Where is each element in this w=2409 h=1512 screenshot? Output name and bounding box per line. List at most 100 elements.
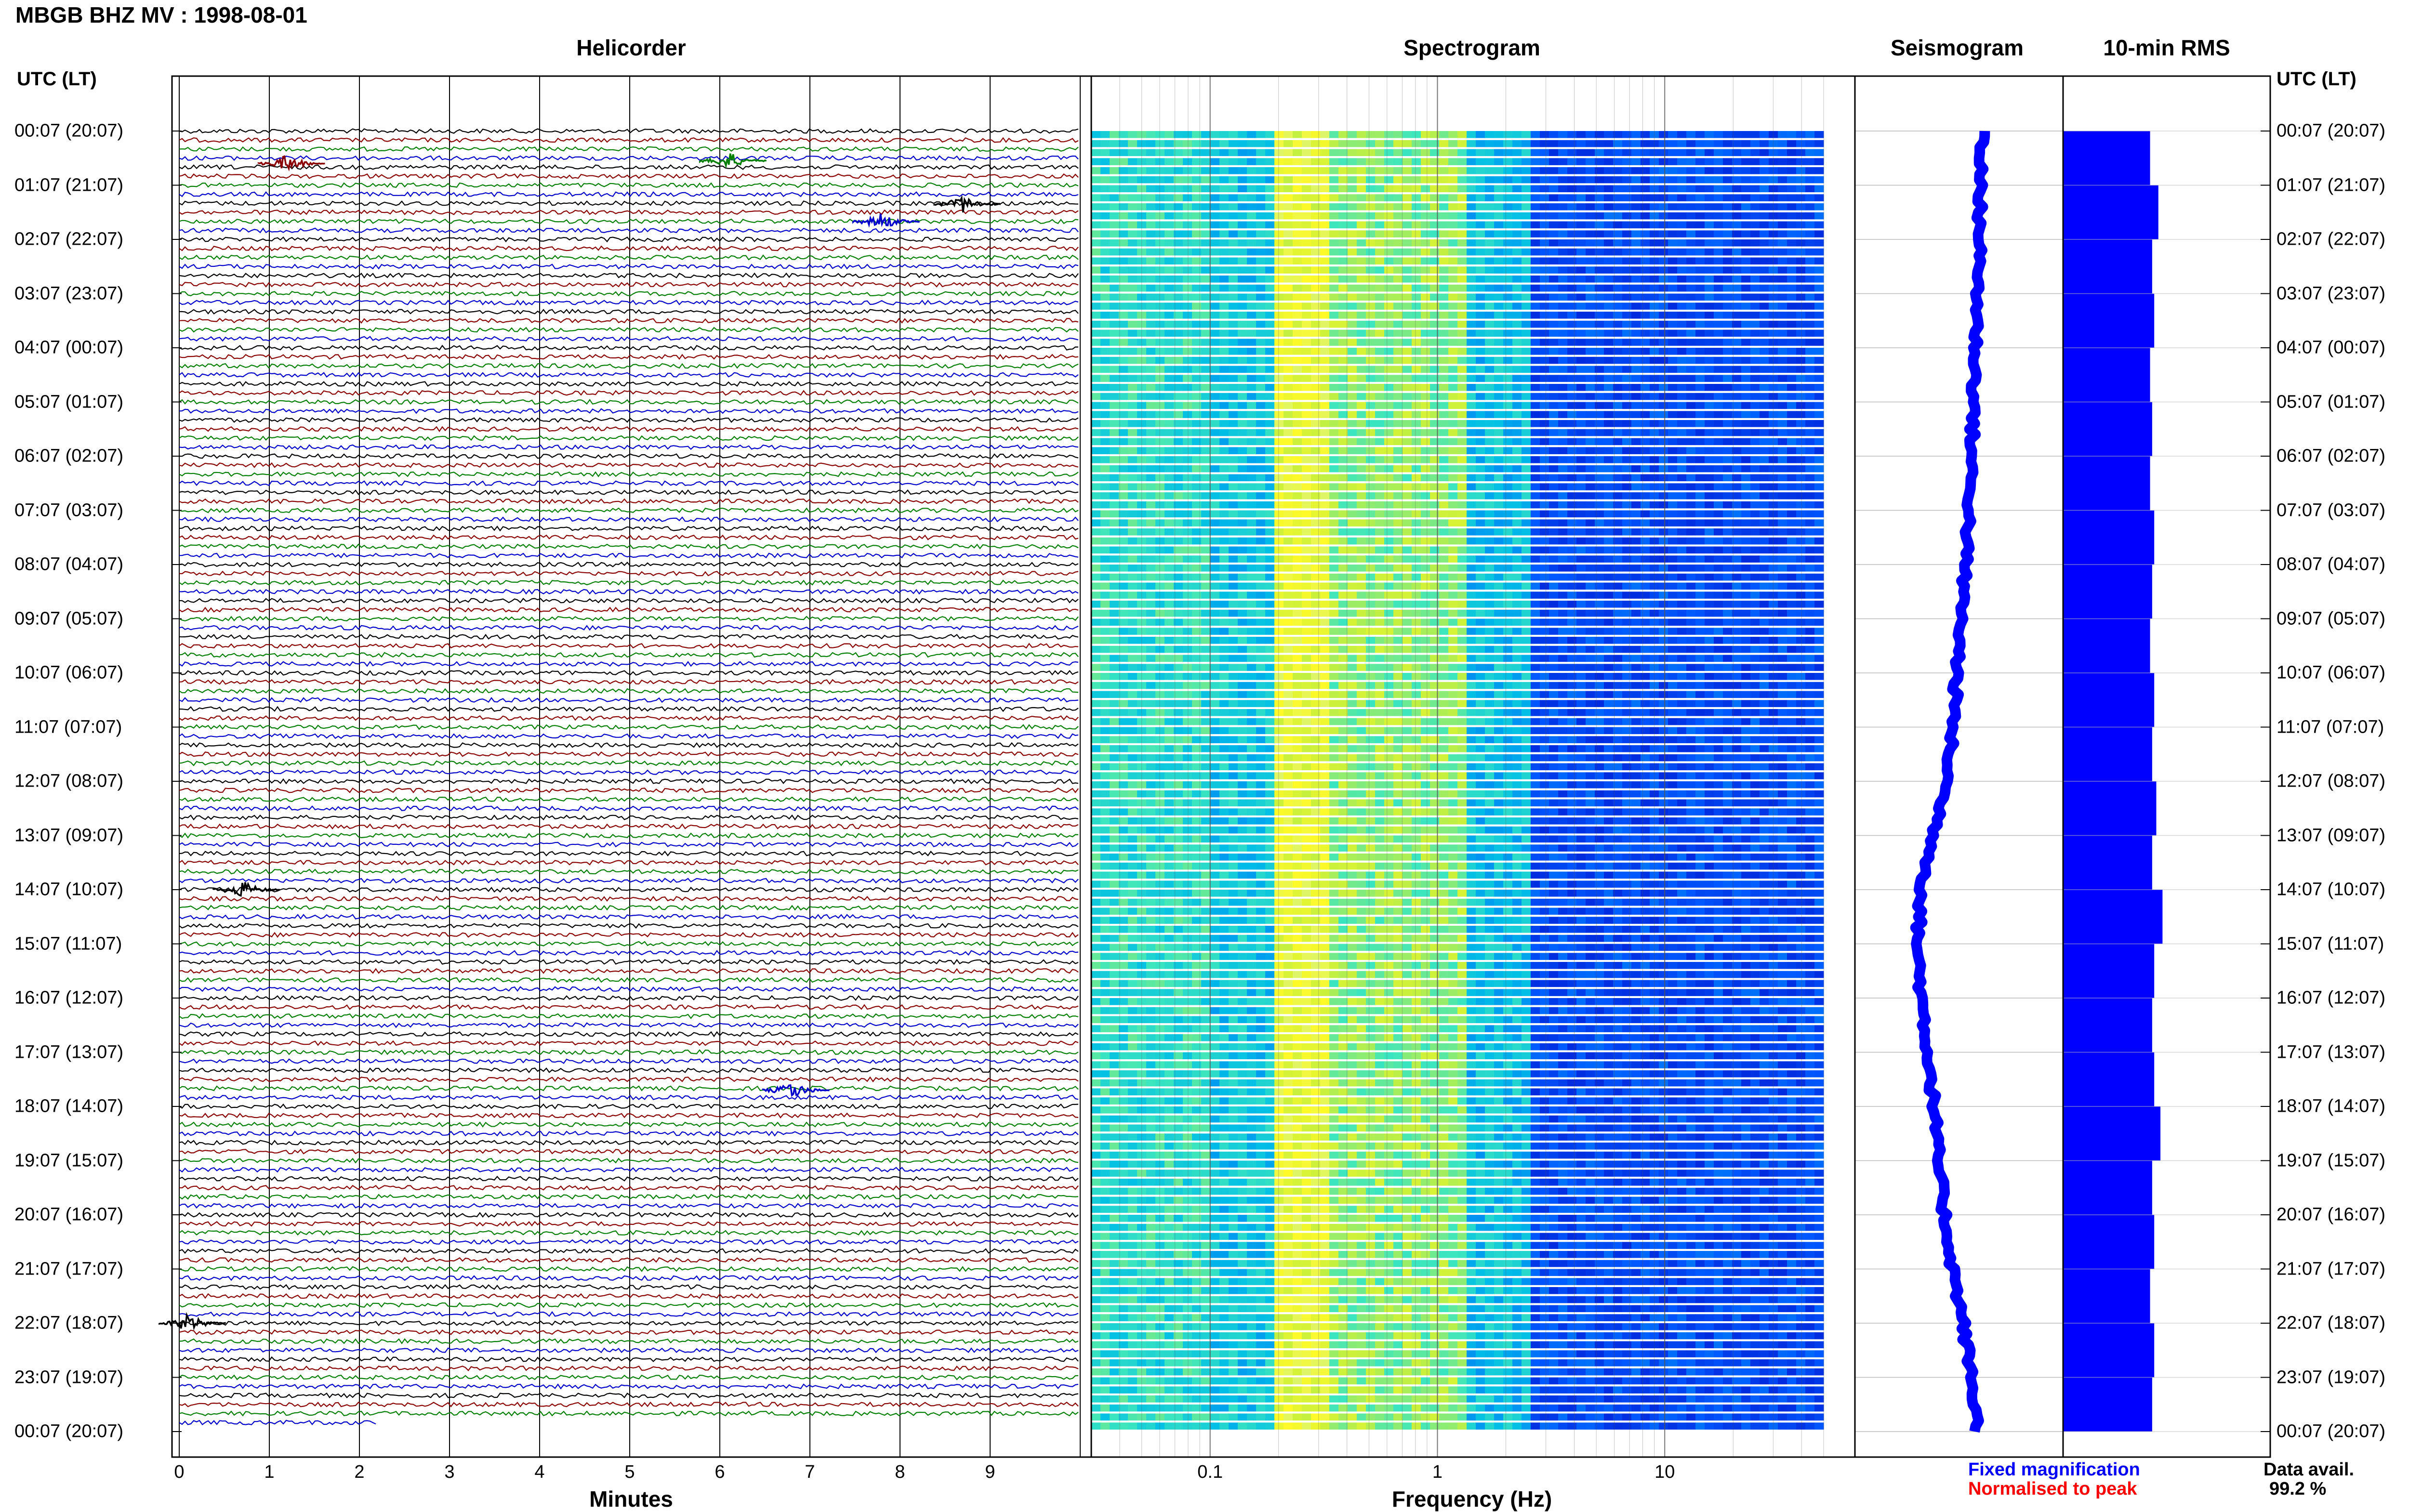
rms-bar xyxy=(2063,1323,2155,1378)
time-tick-label-left: 04:07 (00:07) xyxy=(14,337,124,358)
helicorder-trace xyxy=(179,715,1079,721)
time-tick-label-left: 09:07 (05:07) xyxy=(14,608,124,629)
helicorder-event xyxy=(212,881,280,897)
rms-bar xyxy=(2063,1052,2155,1106)
time-tick-label-left: 10:07 (06:07) xyxy=(14,662,124,683)
helicorder-trace xyxy=(179,760,1079,766)
rms-bar xyxy=(2063,1160,2152,1215)
time-tick-label-left: 21:07 (17:07) xyxy=(14,1259,124,1279)
time-tick-label-right: 02:07 (22:07) xyxy=(2277,229,2386,250)
helicorder-trace xyxy=(179,1401,1079,1407)
helicorder-trace xyxy=(179,227,1079,234)
helicorder-trace xyxy=(179,191,1079,197)
helicorder-trace xyxy=(179,327,1079,333)
helicorder-trace xyxy=(179,1302,1079,1308)
helicorder-trace xyxy=(179,796,1079,802)
rms-bar xyxy=(2063,293,2155,348)
helicorder-trace xyxy=(179,968,1079,974)
helicorder-trace xyxy=(179,949,1079,956)
helicorder-trace xyxy=(179,1085,1079,1091)
time-tick-label-left: 01:07 (21:07) xyxy=(14,175,124,195)
helicorder-trace xyxy=(179,1257,1079,1263)
helicorder-trace xyxy=(179,769,1079,776)
helicorder-trace xyxy=(179,1410,1079,1417)
helicorder-trace xyxy=(179,1175,1079,1182)
helicorder-trace xyxy=(179,561,1079,568)
helicorder-trace xyxy=(179,706,1079,712)
helicorder-trace xyxy=(179,1392,1079,1399)
helicorder-trace xyxy=(179,1076,1079,1083)
rms-bar xyxy=(2063,456,2150,511)
spectrogram-x-tick: 1 xyxy=(1432,1462,1443,1482)
helicorder-trace xyxy=(179,543,1079,550)
rms-bar xyxy=(2063,1215,2155,1269)
helicorder-trace xyxy=(179,1374,1079,1381)
helicorder-trace xyxy=(179,633,1079,640)
time-tick-label-right: 07:07 (03:07) xyxy=(2277,500,2386,520)
time-tick-label-right: 14:07 (10:07) xyxy=(2277,879,2386,900)
helicorder-trace xyxy=(179,344,1079,351)
helicorder-trace xyxy=(179,625,1079,631)
rms-bar xyxy=(2063,1106,2161,1161)
time-tick-label-left: 00:07 (20:07) xyxy=(14,120,124,141)
helicorder-trace xyxy=(179,534,1079,540)
helicorder-trace xyxy=(179,905,1079,911)
helicorder-trace xyxy=(179,381,1079,387)
time-tick-label-left: 07:07 (03:07) xyxy=(14,500,124,520)
rms-bar xyxy=(2063,1377,2152,1432)
helicorder-trace xyxy=(179,426,1079,433)
helicorder-trace xyxy=(179,309,1079,315)
time-tick-label-right: 23:07 (19:07) xyxy=(2277,1367,2386,1387)
helicorder-trace xyxy=(179,1329,1079,1335)
helicorder-x-tick: 3 xyxy=(444,1462,455,1482)
time-tick-label-left: 23:07 (19:07) xyxy=(14,1367,124,1387)
helicorder-trace xyxy=(179,263,1079,270)
helicorder-trace xyxy=(179,1203,1079,1209)
helicorder-trace xyxy=(179,661,1079,667)
rms-bar xyxy=(2063,998,2152,1052)
helicorder-trace xyxy=(179,814,1079,821)
helicorder-trace xyxy=(179,390,1079,396)
helicorder-trace xyxy=(179,1148,1079,1155)
helicorder-trace xyxy=(179,1112,1079,1119)
rms-bar xyxy=(2063,618,2150,673)
helicorder-trace xyxy=(179,200,1079,206)
helicorder-trace xyxy=(179,652,1079,658)
helicorder-trace xyxy=(179,1248,1079,1254)
helicorder-trace xyxy=(179,751,1079,757)
helicorder-trace xyxy=(179,399,1079,405)
time-tick-label-left: 08:07 (04:07) xyxy=(14,554,124,575)
helicorder-trace xyxy=(179,173,1079,179)
helicorder-trace xyxy=(179,1013,1079,1019)
helicorder-trace xyxy=(179,516,1079,523)
seismogram-trace xyxy=(1910,131,1990,1433)
rms-bar xyxy=(2063,348,2150,402)
helicorder-trace xyxy=(179,281,1079,288)
helicorder-x-tick: 0 xyxy=(174,1462,185,1482)
helicorder-trace xyxy=(179,878,1079,884)
helicorder-trace xyxy=(179,182,1079,188)
helicorder-trace xyxy=(179,1239,1079,1245)
helicorder-trace xyxy=(179,1266,1079,1272)
helicorder-x-tick: 7 xyxy=(805,1462,815,1482)
helicorder-trace xyxy=(179,498,1079,504)
helicorder-trace xyxy=(179,616,1079,622)
helicorder-title: Helicorder xyxy=(576,35,686,60)
helicorder-trace xyxy=(179,805,1079,812)
helicorder-trace xyxy=(179,959,1079,965)
helicorder-trace xyxy=(179,1184,1079,1191)
helicorder-trace xyxy=(179,1067,1079,1074)
spectrogram-x-tick: 0.1 xyxy=(1197,1462,1223,1482)
helicorder-trace xyxy=(179,408,1079,414)
helicorder-x-tick: 9 xyxy=(985,1462,995,1482)
helicorder-trace xyxy=(179,859,1079,866)
time-tick-label-right: 10:07 (06:07) xyxy=(2277,662,2386,683)
helicorder-trace xyxy=(179,128,1079,134)
helicorder-trace xyxy=(179,868,1079,875)
helicorder-trace xyxy=(179,1139,1079,1146)
time-tick-label-left: 22:07 (18:07) xyxy=(14,1313,124,1333)
time-tick-label-left: 11:07 (07:07) xyxy=(14,717,122,737)
legend-fixed-magnification: Fixed magnification xyxy=(1968,1459,2140,1480)
helicorder-trace xyxy=(179,579,1079,586)
